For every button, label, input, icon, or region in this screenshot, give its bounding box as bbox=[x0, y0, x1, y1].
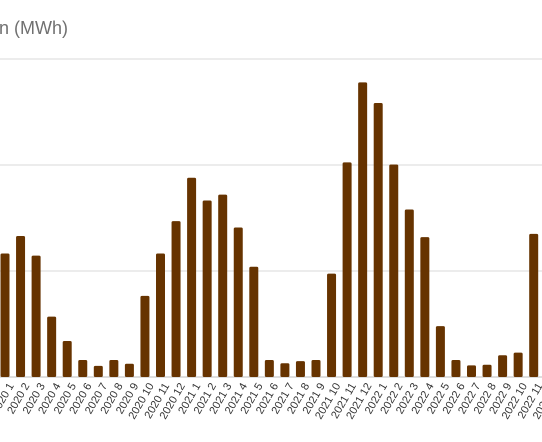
bar bbox=[62, 340, 72, 377]
bar bbox=[358, 82, 368, 377]
bar bbox=[513, 352, 523, 377]
bar bbox=[280, 363, 290, 377]
bar bbox=[218, 194, 228, 377]
bar bbox=[327, 273, 337, 377]
bar bbox=[264, 360, 274, 377]
bar bbox=[435, 326, 445, 377]
bar bbox=[47, 316, 57, 377]
bar bbox=[171, 221, 181, 377]
bar bbox=[498, 355, 508, 377]
bar bbox=[233, 227, 243, 377]
bar bbox=[109, 360, 119, 377]
bar bbox=[420, 237, 430, 377]
bar bbox=[124, 363, 134, 377]
bar bbox=[373, 102, 383, 378]
bar bbox=[482, 364, 492, 377]
bar bbox=[295, 361, 305, 377]
bar bbox=[78, 360, 88, 377]
chart-title: tion (MWh) bbox=[0, 18, 69, 38]
bar bbox=[156, 253, 165, 377]
bar bbox=[311, 360, 321, 377]
bar bbox=[0, 253, 10, 377]
bar bbox=[389, 164, 399, 377]
bar bbox=[451, 360, 461, 377]
bar bbox=[249, 266, 259, 377]
bar bbox=[529, 233, 539, 377]
bar bbox=[202, 200, 212, 377]
bar bbox=[187, 177, 197, 377]
bar bbox=[140, 295, 150, 377]
bar bbox=[467, 365, 476, 377]
bar bbox=[16, 236, 26, 377]
bar bbox=[93, 365, 103, 377]
bar bbox=[342, 162, 352, 377]
bar bbox=[404, 209, 414, 377]
bar bbox=[31, 255, 41, 377]
